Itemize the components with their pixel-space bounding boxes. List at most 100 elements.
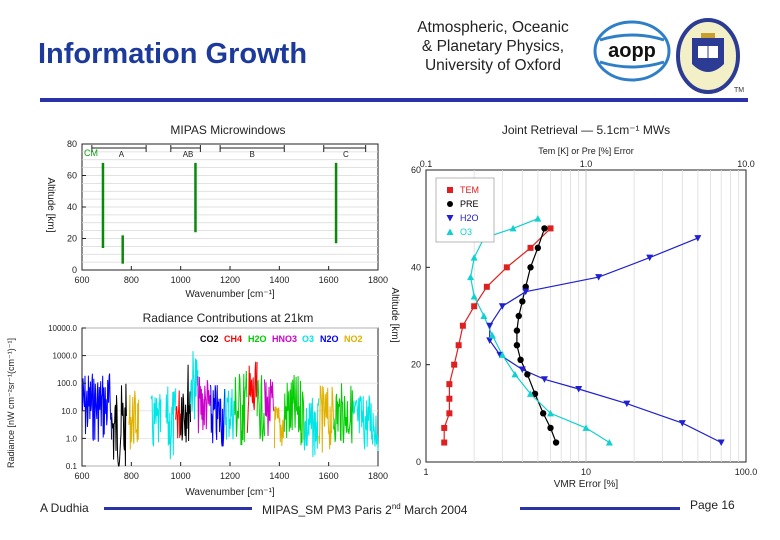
chart3-point-h2o [486,322,494,330]
chart3-xtick-label: 10 [581,467,591,477]
chart3-point-o3 [488,331,496,339]
chart2-spectrum-trace [333,383,354,444]
footer-meeting: MIPAS_SM PM3 Paris 2nd March 2004 [262,502,467,517]
chart3-point-h2o [717,439,725,447]
chart3-point-o3 [547,409,555,417]
chart2-spectrum-trace [209,384,226,447]
chart3-point-pre [547,424,554,432]
chart2-ytick-label: 0.1 [66,462,78,471]
chart3-point-pre [552,439,560,446]
chart3-point-o3 [582,424,590,431]
chart2-ytick-label: 100.0 [57,379,78,388]
chart1-band-label: B [250,150,255,159]
chart1-ytick-label: 20 [67,234,77,244]
chart3-legend-box [435,177,495,243]
chart3-title: Joint Retrieval — 5.1cm⁻¹ MWs [502,123,670,137]
aopp-logo: aopp [593,20,671,82]
chart2-spectrum-trace [318,384,335,453]
chart3-legend-marker [446,215,454,222]
chart1-xtick-label: 1200 [220,275,240,285]
chart1-xtick-label: 600 [74,275,89,285]
chart2-xlabel: Wavenumber [cm⁻¹] [185,487,275,498]
chart3-point-tem [441,424,448,431]
chart3-legend-label: O3 [460,227,472,237]
chart3-ytick-label: 0 [416,457,421,467]
chart2-spectrum-trace [273,406,285,449]
chart2-spectrum-trace [111,383,127,467]
chart2-spectrum-trace [190,351,199,420]
chart3-point-pre [515,312,522,320]
chart2-spectrum-trace [283,374,305,446]
chart2-xtick-label: 1000 [171,471,191,481]
chart3-point-o3 [534,215,542,222]
chart2-spectrum-trace [180,364,191,443]
footer-meeting-prefix: MIPAS_SM PM3 Paris 2 [262,503,392,517]
chart2-spectrum-trace [197,376,211,434]
chart3-point-pre [517,356,524,363]
chart3-top-axis-label: Tem [K] or Pre [%] Error [538,146,634,156]
chart3-point-tem [455,342,462,349]
chart3-point-pre [541,225,548,232]
chart3-point-o3 [470,293,478,300]
chart3-point-h2o [623,400,631,408]
crest-tm-text: TM [734,87,744,94]
chart2-spectrum-trace [150,394,162,448]
chart3-point-pre [522,283,529,290]
chart1-legend-cm: CM [84,148,98,158]
chart1-ytick-label: 40 [67,202,77,212]
chart2-xtick-label: 1200 [220,471,240,481]
chart3-point-o3 [605,439,613,446]
chart3-point-tem [441,439,448,446]
chart1-xtick-label: 1800 [368,275,388,285]
chart3-legend-marker [446,228,454,235]
chart2-spectrum-trace [352,395,379,452]
chart1-ylabel: Altitude [km] [45,177,56,232]
chart3-point-tem [527,244,534,251]
chart2-spectrum-trace [224,388,236,440]
page-number: Page 16 [690,498,735,512]
chart3-point-h2o [646,254,654,262]
chart2-xtick-label: 600 [74,471,89,481]
chart2-legend-item: CH4 [224,334,242,344]
chart2-xtick-label: 1400 [269,471,289,481]
chart1-band-label: C [343,150,349,159]
oxford-crest-icon: TM [676,18,744,94]
chart3-top-tick-label: 1.0 [580,159,593,169]
footer-divider-right [520,507,680,510]
chart3-point-h2o [678,420,686,427]
chart3-point-h2o [575,386,583,393]
chart3-ylabel: Altitude [km] [389,287,400,342]
chart3-point-h2o [595,274,603,281]
chart3-point-pre [513,327,521,334]
chart3-point-h2o [518,366,526,374]
footer-meeting-sup: nd [391,502,401,511]
chart1-band-label: A [119,150,125,159]
chart3-point-tem [459,322,466,329]
chart2-spectrum-trace [81,373,113,442]
chart2-ytick-label: 10.0 [61,407,77,416]
chart2-ytick-label: 1.0 [66,434,78,443]
chart1-band-label: AB [183,150,194,159]
chart3-point-o3 [480,312,488,319]
radiance-chart: Radiance Contributions at 21km 600 800 100… [6,311,388,498]
chart2-legend-item: NO2 [344,334,363,344]
chart3-point-tem [446,381,453,388]
chart3-legend-marker [447,187,453,193]
header-divider [40,98,748,102]
chart3-top-tick-label: 10.0 [737,159,755,169]
chart1-xtick-label: 1400 [269,275,289,285]
chart2-spectrum-trace [128,390,140,450]
joint-retrieval-chart: Joint Retrieval — 5.1cm⁻¹ MWs Tem [K] or… [389,123,757,490]
chart3-ytick-label: 60 [411,165,421,175]
chart3-point-o3 [527,390,535,397]
slide-title: Information Growth [38,38,308,70]
chart3-top-tick-label: 0.1 [420,159,433,169]
chart1-title: MIPAS Microwindows [170,123,285,137]
chart1-xtick-label: 1000 [171,275,191,285]
chart2-xtick-label: 800 [124,471,139,481]
affiliation: Atmospheric, Oceanic & Planetary Physics… [378,18,608,75]
affiliation-line-1: Atmospheric, Oceanic [417,19,569,36]
footer-author: A Dudhia [40,501,89,515]
footer-meeting-suffix: March 2004 [400,503,468,517]
chart2-ytick-label: 1000.0 [53,352,78,361]
